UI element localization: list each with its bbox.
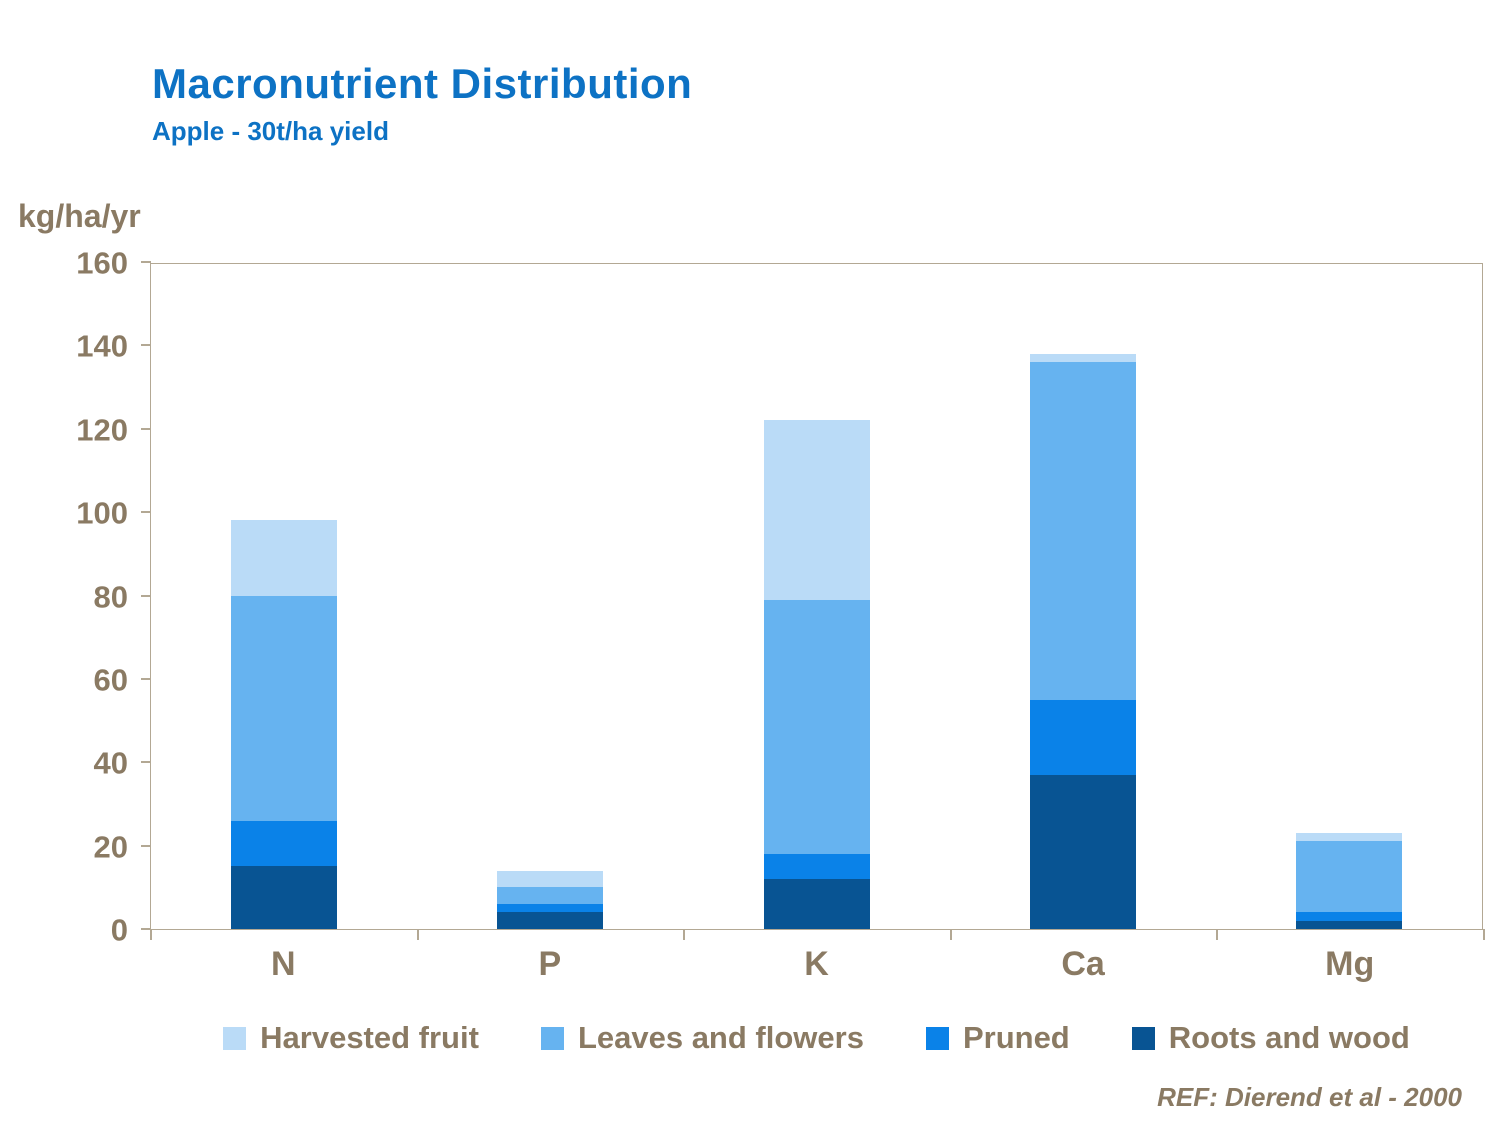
legend: Harvested fruit Leaves and flowers Pruned R… — [150, 1020, 1483, 1056]
y-tick-mark — [141, 427, 151, 430]
bar-segment-pruned — [1029, 699, 1136, 775]
chart-subtitle: Apple - 30t/ha yield — [152, 116, 389, 146]
x-tick-mark — [150, 929, 152, 940]
bar-segment-harvested — [231, 520, 338, 596]
y-tick-mark — [141, 261, 151, 263]
bar-segment-harvested — [497, 870, 604, 888]
x-tick-mark — [683, 929, 686, 940]
reference-citation: REF: Dierend et al - 2000 — [1157, 1082, 1462, 1112]
legend-swatch-roots — [1131, 1026, 1155, 1050]
bar-segment-roots — [497, 912, 604, 929]
y-tick-label: 60 — [93, 662, 128, 698]
bar-segment-pruned — [231, 820, 338, 867]
x-axis-label-N: N — [271, 945, 296, 983]
bar-slot-Ca — [950, 264, 1216, 929]
x-tick-mark — [949, 929, 952, 940]
legend-swatch-pruned — [925, 1026, 949, 1050]
bar-segment-pruned — [497, 904, 604, 913]
bar-slot-Mg — [1216, 264, 1482, 929]
stacked-bar-P — [497, 870, 604, 929]
bar-segment-roots — [1295, 920, 1402, 929]
bar-segment-roots — [231, 866, 338, 929]
bar-segment-pruned — [763, 853, 870, 879]
y-tick-label: 80 — [93, 579, 128, 614]
x-axis-label-P: P — [538, 945, 562, 983]
y-tick-label: 120 — [76, 412, 128, 448]
legend-item: Harvested fruit — [223, 1020, 479, 1056]
y-tick-label: 0 — [110, 912, 128, 948]
bar-segment-leaves — [231, 595, 338, 821]
bar-segment-leaves — [1295, 841, 1402, 913]
plot-area — [141, 261, 1485, 940]
y-axis-labels: 0 20 40 60 80 100 120 140 160 — [0, 248, 128, 946]
x-axis-label-Ca: Ca — [1061, 945, 1105, 983]
bar-segment-leaves — [497, 887, 604, 904]
bars-layer — [151, 264, 1482, 929]
stacked-bar-N — [231, 520, 338, 929]
bar-slot-K — [683, 264, 949, 929]
y-tick-label: 100 — [76, 495, 128, 531]
y-tick-label: 40 — [93, 745, 128, 781]
bar-segment-leaves — [1029, 362, 1136, 700]
legend-label: Roots and wood — [1168, 1020, 1410, 1055]
bar-segment-harvested — [1029, 353, 1136, 363]
stacked-bar-Ca — [1029, 353, 1136, 929]
x-axis-label-Mg: Mg — [1325, 945, 1375, 983]
y-tick-mark — [141, 761, 151, 764]
legend-item: Pruned — [925, 1020, 1070, 1056]
y-tick-mark — [141, 928, 151, 930]
y-tick-mark — [141, 344, 151, 347]
bar-segment-pruned — [1295, 912, 1402, 921]
bar-segment-leaves — [763, 599, 870, 854]
x-axis-labels: N P K Ca Mg — [150, 945, 1483, 984]
x-tick-mark — [1483, 929, 1485, 940]
y-tick-mark — [141, 844, 151, 847]
y-tick-mark — [141, 594, 151, 597]
legend-swatch-harvested — [223, 1026, 247, 1050]
legend-item: Leaves and flowers — [540, 1020, 864, 1056]
legend-label: Leaves and flowers — [577, 1020, 864, 1055]
stacked-bar-K — [763, 420, 870, 929]
bar-segment-roots — [763, 878, 870, 929]
bar-slot-N — [151, 264, 417, 929]
legend-label: Harvested fruit — [260, 1020, 479, 1055]
y-tick-label: 20 — [93, 829, 128, 865]
bar-segment-roots — [1029, 774, 1136, 929]
x-axis-label-K: K — [804, 945, 829, 983]
y-tick-mark — [141, 511, 151, 514]
legend-item: Roots and wood — [1131, 1020, 1410, 1056]
legend-label: Pruned — [962, 1020, 1070, 1055]
bar-segment-harvested — [1295, 833, 1402, 842]
x-tick-mark — [1216, 929, 1219, 940]
stacked-bar-Mg — [1295, 833, 1402, 929]
y-tick-mark — [141, 677, 151, 680]
bar-segment-harvested — [763, 420, 870, 600]
legend-swatch-leaves — [540, 1026, 564, 1050]
chart-title: Macronutrient Distribution — [152, 60, 693, 107]
bar-slot-P — [417, 264, 683, 929]
y-tick-label: 140 — [76, 328, 128, 364]
y-tick-label: 160 — [76, 245, 128, 281]
x-tick-mark — [416, 929, 419, 940]
y-axis-title: kg/ha/yr — [18, 198, 141, 234]
